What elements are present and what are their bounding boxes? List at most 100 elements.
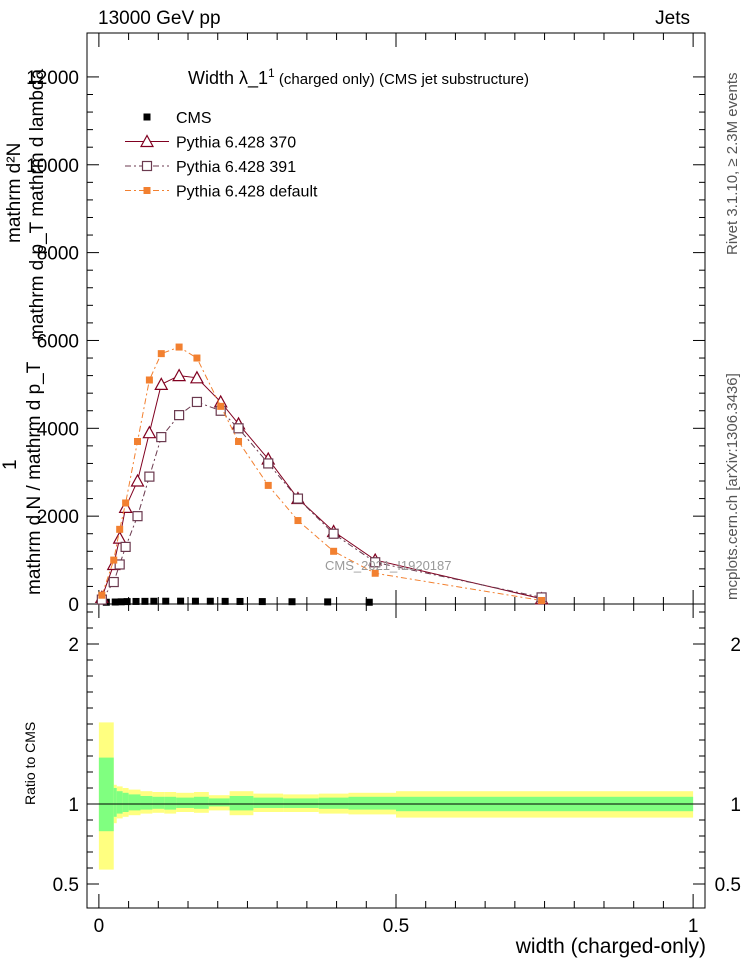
main-ytick-label-2: 4000 [37,419,79,440]
legend-marker-0 [143,113,151,121]
main-ytick-label-6: 12000 [26,68,79,89]
plot-title-sub: (charged only) (CMS jet substructure) [274,71,529,88]
series-0-point-9 [191,597,199,605]
ratio-plot-frame [86,603,706,909]
legend-label-1: Pythia 6.428 370 [176,135,296,152]
series-3-point-9 [217,402,225,410]
series-line-2 [101,401,542,600]
series-2-point-13 [328,528,339,539]
ratio-ytick-label-right-2: 2 [730,635,741,656]
x-axis-label: width (charged-only) [515,935,706,958]
mcplots-label: mcplots.cern.ch [arXiv:1306.3436] [724,373,741,600]
ratio-band-green-5 [140,796,153,810]
ratio-band-green-6 [152,796,165,809]
series-1-point-6 [154,377,169,390]
series-2-point-3 [120,541,131,553]
series-2-point-1 [108,576,119,588]
series-0-point-11 [221,597,229,605]
main-ytick-label-1: 2000 [37,507,79,528]
ratio-band-green-7 [164,796,177,810]
x-tick-label-2: 1 [688,916,699,937]
series-0-point-2 [117,598,125,606]
x-tick-label-0: 0 [94,916,105,937]
ratio-band-green-12 [253,797,284,808]
main-ytick-label-0: 0 [68,595,79,616]
ratio-ytick-label-right-1: 1 [730,795,741,816]
series-0-point-8 [177,597,185,605]
legend-marker-2 [141,160,153,172]
series-3-point-11 [264,481,272,489]
series-3-point-7 [175,343,183,351]
main-ylabel-line2: mathrm d p_T mathrm d lambda [27,68,48,340]
ratio-band-green-11 [229,796,254,811]
series-2-point-8 [191,396,203,408]
series-0-point-10 [206,597,214,605]
series-3-point-8 [193,354,201,362]
ratio-ytick-label-right-0: 0.5 [715,875,741,896]
series-2-point-12 [292,493,304,504]
series-2-point-6 [156,431,167,443]
series-0-point-6 [150,597,158,605]
series-3-point-3 [122,499,130,507]
series-3-point-15 [538,596,546,604]
main-ylabel-line1: mathrm d²N [4,142,25,243]
series-0-point-14 [288,598,296,606]
series-0-point-4 [132,597,140,605]
ratio-ylabel: Ratio to CMS [22,721,38,805]
ratio-ytick-label-left-2: 2 [68,635,79,656]
legend-marker-3 [143,187,151,194]
legend-label-3: Pythia 6.428 default [176,184,318,201]
series-2-point-11 [263,458,274,469]
main-ytick-label-5: 10000 [26,156,79,177]
main-ytick-label-3: 6000 [37,331,79,352]
series-3-point-13 [330,547,338,555]
ratio-band-green-10 [208,798,230,807]
plot-title: Width λ_11 (charged only) (CMS jet subst… [188,66,529,89]
x-tick-label-1: 0.5 [383,916,409,937]
main-ytick-label-4: 8000 [37,244,79,265]
ratio-band-green-0 [98,757,114,832]
series-0-point-1 [111,598,119,606]
series-3-point-10 [235,437,243,445]
ratio-band-green-1 [113,788,117,817]
series-line-3 [101,346,542,601]
series-0-point-15 [324,598,332,606]
series-0-point-3 [123,598,131,606]
series-3-point-2 [116,525,124,533]
plot-title-main: Width λ_1 [188,68,269,88]
series-0-point-12 [236,597,244,605]
plot-title-sup: 1 [268,66,275,80]
legend-marker-1 [139,134,155,148]
main-ylabel-line4: mathrm d N / mathrm d p_T [24,361,45,595]
series-2-point-5 [144,471,155,482]
series-3-point-5 [145,376,153,384]
series-2-point-7 [174,410,185,421]
series-3-point-6 [157,350,165,358]
ratio-band-green-2 [116,791,123,814]
series-0-point-5 [141,597,149,605]
series-1-point-7 [172,368,187,382]
ratio-band-green-3 [122,792,129,812]
series-1-point-2 [112,530,127,544]
ratio-ytick-label-left-1: 1 [68,795,79,816]
header-right-label: Jets [655,8,690,29]
series-1-point-3 [118,500,133,513]
series-3-point-0 [98,591,106,599]
ratio-ytick-label-left-0: 0.5 [53,875,79,896]
series-1-point-5 [142,425,157,439]
series-3-point-4 [134,437,142,445]
analysis-watermark: CMS_2021_I1920187 [325,558,452,573]
series-line-1 [101,375,542,600]
series-2-point-4 [132,511,143,522]
rivet-version-label: Rivet 3.1.10, ≥ 2.3M events [724,72,741,256]
series-3-point-1 [110,556,118,564]
series-3-point-12 [294,517,302,525]
series-0-point-13 [258,598,266,606]
ratio-band-green-15 [348,796,396,810]
series-1-point-8 [189,370,204,384]
ratio-band-green-8 [176,797,194,808]
series-2-point-10 [233,423,244,434]
ratio-band-green-4 [128,794,141,811]
ratio-band-green-13 [283,798,319,808]
